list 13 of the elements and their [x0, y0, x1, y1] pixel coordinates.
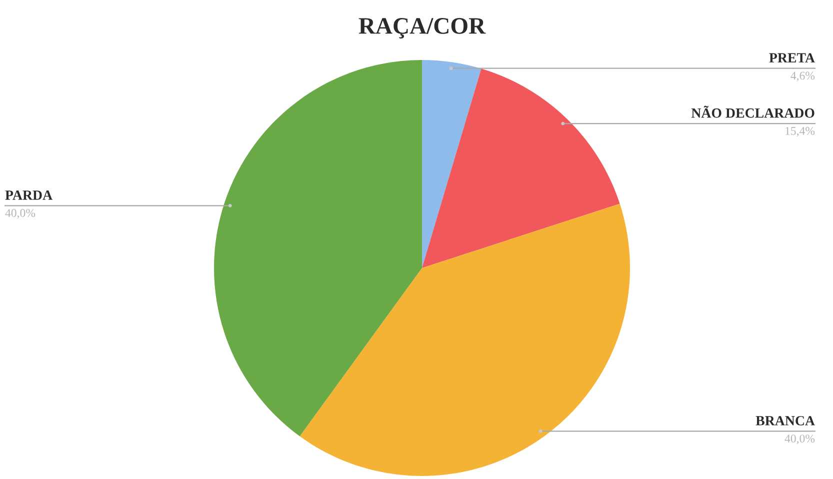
- data-label: 15,4%: [786, 126, 815, 137]
- slice-label: BRANCA: [756, 416, 815, 426]
- pie-slice: [214, 60, 422, 436]
- slice-label: PARDA: [5, 190, 52, 200]
- pie-slice: [422, 68, 620, 268]
- slice-label: PRETA: [769, 53, 815, 62]
- data-label: 4,6%: [790, 72, 815, 82]
- chart-title: RAÇA/COR: [358, 18, 486, 39]
- pie-slice: [422, 60, 482, 268]
- slice-label: NÃO DECLARADO: [691, 106, 814, 118]
- pie-slice: [300, 204, 630, 476]
- data-label: 40,0%: [5, 208, 36, 219]
- data-label: 40,0%: [784, 434, 815, 444]
